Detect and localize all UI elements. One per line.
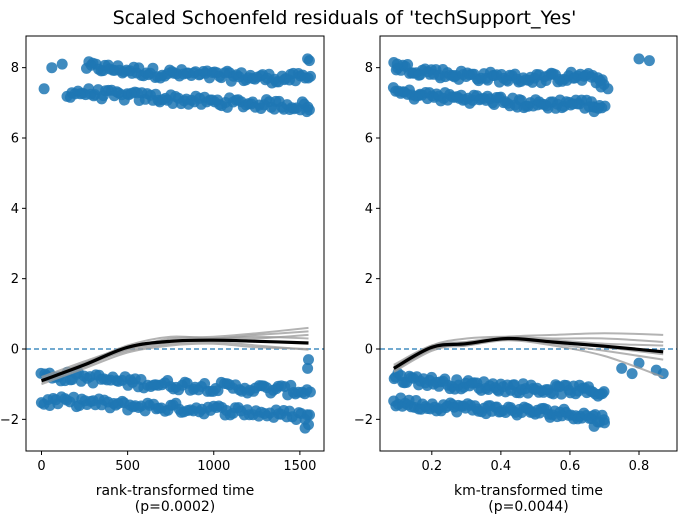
bootstrap-curve: [41, 342, 309, 386]
y-tick-label: 6: [365, 131, 373, 146]
x-tick-label: 0.2: [421, 459, 442, 474]
figure-title: Scaled Schoenfeld residuals of 'techSupp…: [113, 7, 577, 29]
residual-point: [402, 59, 414, 70]
residual-point: [633, 53, 645, 65]
x-tick-label: 0.8: [629, 459, 650, 474]
x-tick-label: 1500: [283, 459, 316, 474]
lowess-mean-curve: [40, 338, 309, 383]
residual-point: [303, 354, 314, 366]
residual-point: [599, 100, 611, 112]
x-tick-label: 1000: [197, 459, 230, 474]
x-axis-label: rank-transformed time: [96, 483, 255, 499]
p-value-label: (p=0.0002): [135, 499, 216, 515]
lowess-mean-curve: [392, 336, 664, 370]
residual-point: [302, 362, 314, 374]
residual-point: [38, 83, 50, 95]
y-tick-label: 4: [11, 202, 19, 217]
left-panel: −2 0 2 4 6 8 0 500 1000 1500 rank-transformed time…: [0, 35, 325, 515]
residual-point: [616, 362, 628, 374]
residual-point: [602, 83, 614, 95]
x-tick-label: 500: [115, 459, 140, 474]
residual-point: [299, 422, 311, 434]
residual-point: [391, 58, 403, 70]
y-tick-label: 4: [365, 202, 373, 217]
residual-point: [626, 368, 638, 380]
bootstrap-curve: [393, 338, 664, 366]
residual-point: [304, 386, 316, 398]
y-tick-label: −2: [354, 413, 373, 428]
p-value-label: (p=0.0044): [488, 499, 569, 515]
plot-frame: [25, 35, 325, 452]
residual-point: [301, 106, 313, 118]
x-axis-label: km-transformed time: [454, 483, 603, 499]
x-tick-label: 0: [37, 459, 45, 474]
residual-point: [657, 368, 669, 380]
residual-point: [305, 70, 316, 82]
residual-points: [387, 53, 669, 432]
residual-point: [304, 409, 315, 421]
y-tick-label: 8: [11, 61, 19, 76]
y-tick-label: 2: [365, 272, 373, 287]
y-tick-label: 0: [365, 343, 373, 358]
residual-point: [303, 55, 315, 67]
y-tick-label: 0: [11, 343, 19, 358]
residual-points: [35, 53, 316, 434]
residual-point: [147, 62, 159, 74]
y-tick-label: 2: [11, 272, 19, 287]
bootstrap-curve: [41, 326, 309, 384]
y-tick-label: −2: [0, 413, 19, 428]
residual-point: [643, 55, 655, 67]
y-tick-label: 6: [11, 131, 19, 146]
y-tick-label: 8: [365, 61, 373, 76]
residual-point: [46, 62, 58, 74]
residual-point: [599, 417, 610, 429]
x-tick-label: 0.4: [491, 459, 512, 474]
residual-point: [598, 386, 610, 398]
residual-point: [588, 106, 600, 118]
residual-point: [588, 420, 600, 432]
plot-frame: [379, 35, 678, 452]
x-tick-label: 0.6: [560, 459, 581, 474]
residual-point: [56, 58, 68, 70]
residual-point: [633, 357, 645, 369]
right-panel: −2 0 2 4 6 8 0.2 0.4 0.6 0.8 km-transformed time(p…: [354, 35, 678, 515]
